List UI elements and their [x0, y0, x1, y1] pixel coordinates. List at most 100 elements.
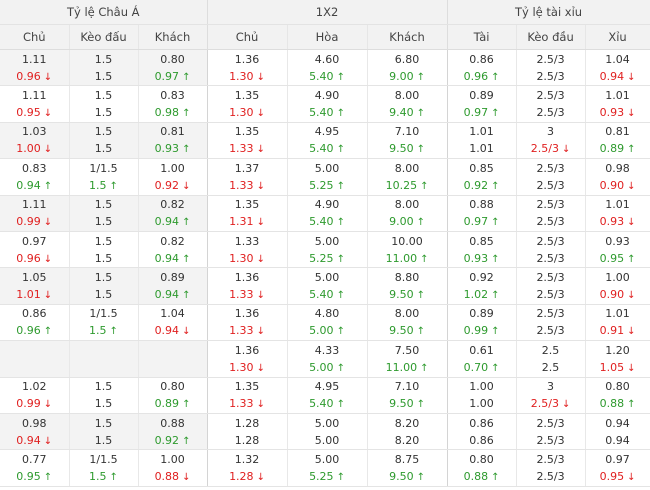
opening-odds: 4.80: [314, 307, 340, 321]
current-odds: 5.00 ↑: [288, 359, 367, 376]
arrow-up-icon: ↑: [491, 362, 500, 374]
cell-ah-away: 0.80 0.97 ↑: [138, 49, 208, 87]
opening-odds: 0.82: [160, 234, 185, 248]
current-odds-value: 0.86: [469, 433, 494, 447]
opening-odds: [139, 342, 207, 359]
cell-ou-under: 0.94 0.94: [585, 413, 650, 451]
current-odds-value: 0.94: [154, 288, 180, 302]
cell-1x2-draw: 5.00 5.25 ↑: [287, 158, 368, 196]
arrow-up-icon: ↑: [109, 180, 118, 192]
arrow-up-icon: ↑: [182, 217, 191, 229]
arrow-down-icon: ↓: [627, 71, 636, 83]
opening-odds: 0.81: [605, 125, 630, 139]
current-odds-value: 1.02: [463, 288, 489, 302]
arrow-up-icon: ↑: [182, 108, 191, 120]
current-odds: 0.95 ↓: [0, 104, 69, 121]
current-odds: 0.95 ↓: [586, 468, 650, 485]
current-odds: 11.00 ↑: [368, 250, 447, 267]
cell-ah-home: 0.97 0.96 ↓: [0, 231, 70, 269]
opening-odds: 4.33: [314, 343, 340, 357]
opening-odds: 5.00: [314, 416, 340, 430]
group-header-1x2: 1X2: [207, 0, 448, 25]
current-odds: 2.5/3: [517, 250, 585, 267]
cell-ah-away: 0.81 0.93 ↑: [138, 122, 208, 160]
cell-ou-over: 1.00 1.00: [447, 377, 517, 414]
current-odds: 5.40 ↑: [288, 213, 367, 230]
current-odds: 2.5/3: [517, 68, 585, 85]
cell-ou-line: 2.5/3 2.5/3: [516, 49, 586, 87]
cell-ah-home: 1.11 0.99 ↓: [0, 195, 70, 232]
current-odds: 0.91 ↓: [586, 322, 650, 339]
arrow-up-icon: ↑: [43, 326, 53, 338]
cell-ou-line: 2.5/3 2.5/3: [516, 231, 586, 269]
cell-ah-line: [69, 340, 139, 378]
col-header-ah-away: Khách: [138, 24, 208, 50]
current-odds: 0.94: [586, 432, 650, 449]
current-odds-value: 9.50: [389, 288, 414, 302]
arrow-up-icon: ↑: [182, 435, 191, 447]
cell-ou-line: 3 2.5/3 ↓: [516, 377, 586, 414]
opening-odds: 1.03: [22, 125, 47, 139]
current-odds: 1.28: [208, 432, 287, 449]
current-odds-value: 1.5: [89, 469, 107, 483]
current-odds: 1.30 ↓: [208, 359, 287, 376]
current-odds: 9.50 ↑: [368, 140, 447, 157]
opening-odds: 1/1.5: [89, 452, 118, 466]
opening-odds: 0.86: [22, 307, 47, 321]
current-odds-value: 0.95: [16, 106, 41, 120]
current-odds-value: 5.40: [309, 69, 334, 83]
current-odds-value: 0.94: [16, 433, 41, 447]
current-odds: 10.25 ↑: [368, 177, 447, 194]
current-odds-value: 0.93: [154, 142, 180, 156]
opening-odds: 1.36: [234, 307, 260, 321]
current-odds: 2.5: [517, 359, 585, 376]
opening-odds: 1.01: [605, 307, 630, 321]
table-row: 1.03 1.00 ↓ 1.5 1.5 0.81 0.93 ↑ 1.35 1.33 ↓ 4.95 5.4…: [0, 122, 650, 160]
opening-odds: 1.01: [605, 198, 630, 212]
arrow-up-icon: ↑: [336, 180, 345, 192]
current-odds: 5.00 ↑: [288, 322, 367, 339]
opening-odds: 0.83: [160, 89, 185, 103]
current-odds-value: 1.01: [16, 288, 41, 302]
opening-odds: 1.35: [234, 198, 260, 212]
opening-odds: 0.89: [469, 307, 494, 321]
current-odds-value: 10.25: [385, 178, 418, 192]
current-odds: 9.00 ↑: [368, 213, 447, 230]
opening-odds: 0.97: [22, 234, 47, 248]
arrow-up-icon: ↑: [182, 144, 191, 156]
opening-odds: 2.5/3: [536, 234, 565, 248]
current-odds-value: 0.92: [154, 433, 180, 447]
current-odds: 1.30 ↓: [208, 250, 287, 267]
arrow-up-icon: ↑: [43, 471, 53, 483]
opening-odds: 0.94: [605, 416, 630, 430]
current-odds: 1.5: [70, 286, 138, 303]
col-header-1x2-home: Chủ: [207, 24, 288, 50]
arrow-down-icon: ↓: [561, 144, 571, 156]
cell-1x2-home: 1.36 1.30 ↓: [207, 340, 288, 378]
cell-1x2-draw: 5.00 5.25 ↑: [287, 231, 368, 269]
current-odds-value: 0.94: [154, 215, 180, 229]
current-odds: 2.5/3 ↓: [517, 140, 585, 157]
opening-odds: 1.20: [605, 343, 630, 357]
cell-ah-home: 1.05 1.01 ↓: [0, 267, 70, 305]
current-odds: 0.99 ↑: [448, 322, 516, 339]
arrow-up-icon: ↑: [420, 180, 429, 192]
current-odds-value: 0.89: [599, 142, 625, 156]
arrow-up-icon: ↑: [627, 253, 636, 265]
arrow-up-icon: ↑: [420, 253, 429, 265]
current-odds-value: 2.5/3: [536, 215, 565, 229]
current-odds: 0.97 ↑: [448, 213, 516, 230]
current-odds-value: 1.31: [229, 215, 254, 229]
current-odds-value: 0.92: [154, 178, 180, 192]
current-odds: 0.94 ↑: [139, 286, 207, 303]
current-odds-value: 0.97: [463, 215, 489, 229]
current-odds: 0.96 ↑: [0, 322, 69, 339]
cell-1x2-away: 8.00 10.25 ↑: [367, 158, 448, 196]
current-odds: 0.97 ↑: [448, 104, 516, 121]
current-odds: 1.02 ↑: [448, 286, 516, 303]
cell-1x2-draw: 5.00 5.00: [287, 413, 368, 451]
current-odds-value: 0.93: [463, 251, 489, 265]
opening-odds: 4.60: [314, 52, 340, 66]
cell-ah-line: 1.5 1.5: [69, 377, 139, 414]
arrow-down-icon: ↓: [256, 180, 265, 192]
